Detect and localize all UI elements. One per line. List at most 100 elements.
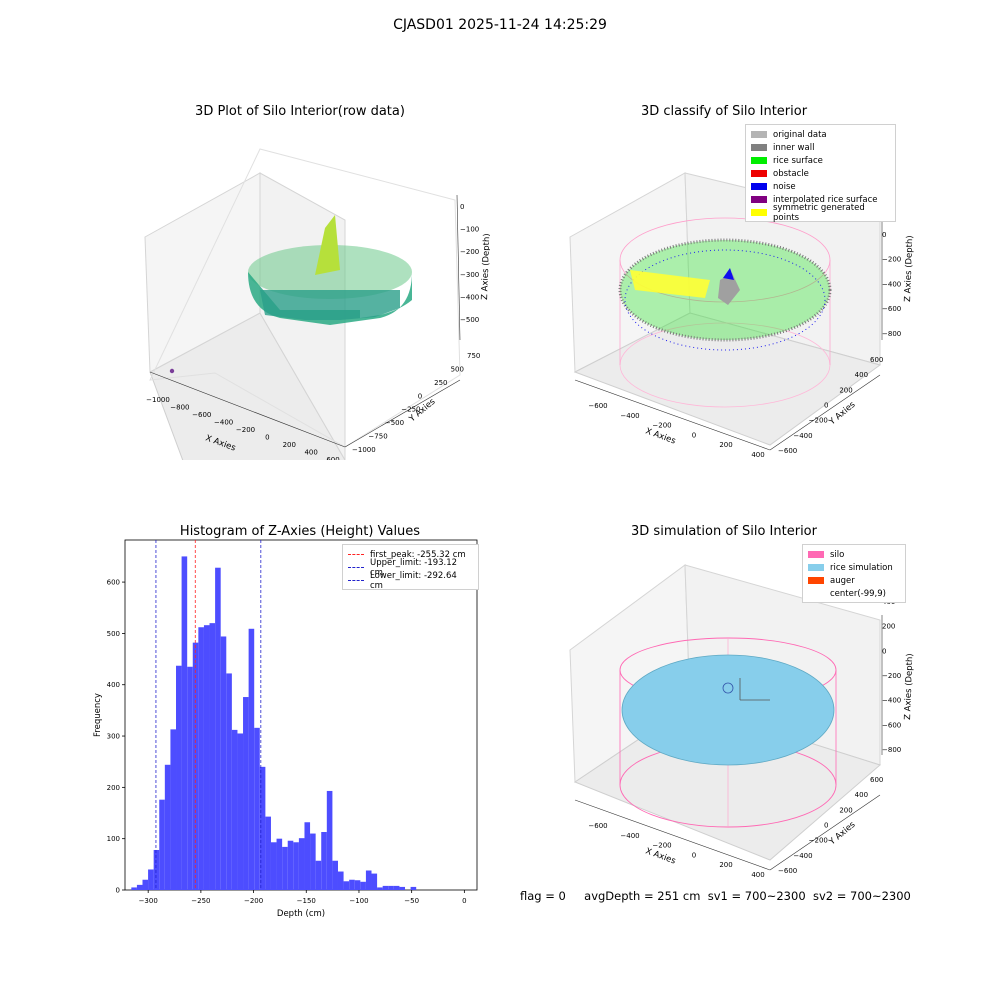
- histogram-y-ticks: 0 100 200 300 400 500 600: [107, 579, 125, 895]
- legend-swatch: [808, 577, 824, 584]
- raw-y-tick-label: 0: [418, 392, 422, 400]
- raw-z-tick-label: −100: [460, 226, 479, 234]
- classify-y-axis: [769, 374, 881, 451]
- histogram-bar: [276, 838, 283, 890]
- raw-outlier-point: [169, 368, 175, 374]
- raw-z-tick-label: 0: [460, 203, 464, 211]
- simulation-x-tick-label: −600: [588, 822, 607, 830]
- histogram-bar: [399, 886, 406, 890]
- raw-lower-cloud: [260, 290, 400, 320]
- raw-y-tick-label: 750: [467, 352, 480, 360]
- classify-z-tick-label: −200: [882, 256, 901, 264]
- simulation-z-tick-label: −400: [882, 697, 901, 705]
- histogram-y-tick-label: 500: [107, 630, 120, 638]
- histogram-bar: [181, 556, 188, 890]
- simulation-y-tick-label: −600: [778, 867, 797, 875]
- legend-swatch: [751, 170, 767, 177]
- legend-swatch: [348, 554, 364, 555]
- simulation-x-tick-label: 0: [692, 851, 696, 859]
- legend-label: Upper_limit: -193.12 cm: [370, 557, 458, 578]
- histogram-y-tick-label: 200: [107, 784, 120, 792]
- histogram-bar: [254, 727, 260, 890]
- classify-legend: original data inner wall rice surface obsta…: [745, 124, 896, 223]
- simulation-z-ticks: 4002000−200−400−600−800: [882, 598, 901, 754]
- simulation-x-tick-label: 200: [719, 861, 732, 869]
- histogram-y-tick-label: 300: [107, 733, 120, 741]
- simulation-x-tick-label: 400: [751, 871, 764, 879]
- raw-z-tick-label: −500: [460, 316, 479, 324]
- histogram-bar: [293, 842, 299, 890]
- classify-x-tick-label: −600: [588, 402, 607, 410]
- histogram-x-ticks: −300 −250 −200 −150 −100 −50 0: [139, 890, 467, 905]
- histogram-bar: [159, 799, 165, 890]
- histogram-reference-lines: [155, 540, 262, 890]
- histogram-x-tick-label: −200: [244, 897, 263, 905]
- histogram-bar: [170, 729, 177, 890]
- raw-left-pane: [144, 172, 261, 373]
- raw-x-ticks: −1000−800−600−400−200 0 200 400 600: [146, 396, 340, 460]
- raw-x-tick-label: −200: [236, 426, 255, 434]
- histogram-y-tick-label: 0: [116, 887, 120, 895]
- raw-x-tick-label: 0: [265, 434, 269, 442]
- simulation-y-tick-label: −200: [809, 837, 828, 845]
- classify-noise-cluster: [723, 268, 734, 280]
- classify-y-tick-label: −400: [793, 432, 812, 440]
- histogram-y-tick-label: 600: [107, 579, 120, 587]
- legend-label: silo: [830, 549, 845, 560]
- raw-plot-title: 3D Plot of Silo Interior(row data): [195, 104, 405, 119]
- legend-label: rice surface: [773, 155, 823, 166]
- legend-entry: original data: [751, 128, 889, 141]
- histogram-bar: [326, 790, 333, 890]
- flag-text: flag = 0: [520, 889, 566, 903]
- histogram-bar: [237, 733, 244, 890]
- legend-label: original data: [773, 129, 827, 140]
- raw-z-label: Z Axies (Depth): [480, 233, 490, 300]
- raw-y-tick-label: 250: [434, 379, 447, 387]
- histogram-bar: [337, 871, 344, 890]
- histogram-bar: [282, 846, 288, 890]
- legend-entry: Upper_limit: -193.12 cm: [348, 558, 472, 578]
- histogram-bar: [176, 665, 182, 890]
- histogram-bar: [265, 816, 271, 890]
- simulation-z-tick-label: −800: [882, 746, 901, 754]
- simulation-z-tick-label: 200: [882, 623, 895, 631]
- histogram-bar: [377, 887, 383, 890]
- histogram-legend: first_peak: -255.32 cm Upper_limit: -193.…: [342, 544, 479, 591]
- simulation-center-marker: [722, 682, 734, 694]
- histogram-bar: [243, 697, 249, 890]
- raw-y-tick-label: 500: [451, 365, 464, 373]
- histogram-bar: [304, 822, 311, 890]
- raw-y-axis: [344, 379, 461, 448]
- figure-title: CJASD01 2025-11-24 14:25:29: [393, 17, 607, 33]
- legend-swatch: [808, 590, 824, 597]
- simulation-z-tick-label: −600: [882, 721, 901, 729]
- histogram-x-tick-label: −300: [139, 897, 158, 905]
- legend-label: obstacle: [773, 168, 809, 179]
- raw-x-tick-label: −400: [214, 419, 233, 427]
- status-footer: flag = 0 avgDepth = 251 cm sv1 = 700~230…: [520, 889, 911, 903]
- histogram-bar: [153, 849, 160, 890]
- legend-entry: noise: [751, 180, 889, 193]
- classify-y-label: Y Axies: [827, 399, 858, 427]
- legend-label: Lower_limit: -292.64 cm: [370, 570, 457, 591]
- histogram-x-tick-label: 0: [462, 897, 466, 905]
- histogram-chart: −300 −250 −200 −150 −100 −50 0 0 100 200 300 400 50…: [93, 539, 478, 919]
- classify-x-tick-label: 400: [751, 451, 764, 459]
- histogram-bar: [410, 886, 417, 890]
- simulation-x-tick-label: −400: [620, 832, 639, 840]
- raw-y-tick-label: −250: [401, 406, 420, 414]
- legend-entry: rice simulation: [808, 561, 899, 574]
- legend-entry: first_peak: -255.32 cm: [348, 548, 472, 561]
- legend-swatch: [751, 131, 767, 138]
- classify-x-ticks: −600 −400 −200 0 200 400: [588, 402, 764, 459]
- histogram-bar: [220, 636, 227, 890]
- raw-x-tick-label: 600: [326, 456, 339, 460]
- simulation-y-tick-label: −400: [793, 852, 812, 860]
- legend-entry: auger: [808, 574, 899, 587]
- histogram-title: Histogram of Z-Axies (Height) Values: [179, 524, 421, 539]
